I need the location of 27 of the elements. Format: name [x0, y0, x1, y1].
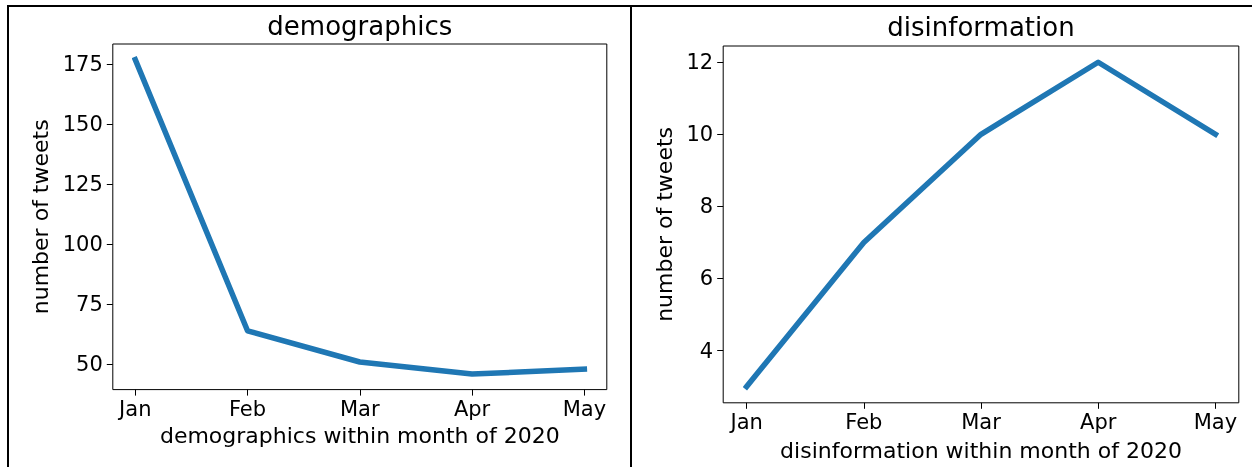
y-tick-label: 150 — [62, 112, 103, 137]
y-tick-label: 100 — [62, 232, 103, 257]
y-tick-label: 75 — [76, 292, 103, 317]
chart-title: disinformation — [887, 12, 1075, 42]
y-tick-label: 6 — [699, 266, 714, 291]
y-tick-label: 125 — [62, 172, 103, 197]
y-tick-label: 10 — [686, 122, 714, 147]
x-tick-label: May — [1193, 410, 1238, 435]
x-axis-title: demographics within month of 2020 — [159, 423, 560, 449]
x-tick-label: Mar — [339, 397, 380, 422]
x-axis-title: disinformation within month of 2020 — [780, 438, 1182, 464]
x-tick-label: May — [562, 397, 607, 422]
chart-title: demographics — [267, 11, 453, 41]
y-axis-title: number of tweets — [28, 119, 54, 315]
x-tick-label: Apr — [453, 397, 491, 422]
x-tick-label: Mar — [961, 410, 1002, 435]
y-axis-title: number of tweets — [652, 126, 678, 322]
x-tick-label: Feb — [845, 410, 883, 435]
x-tick-label: Feb — [228, 397, 267, 422]
y-tick-label: 8 — [699, 194, 714, 219]
x-tick-label: Jan — [117, 397, 152, 422]
y-tick-label: 4 — [699, 338, 714, 363]
y-tick-label: 175 — [62, 52, 103, 77]
y-tick-label: 50 — [76, 352, 103, 377]
y-tick-label: 12 — [686, 50, 714, 75]
x-tick-label: Jan — [728, 410, 763, 435]
x-tick-label: Apr — [1080, 410, 1117, 435]
